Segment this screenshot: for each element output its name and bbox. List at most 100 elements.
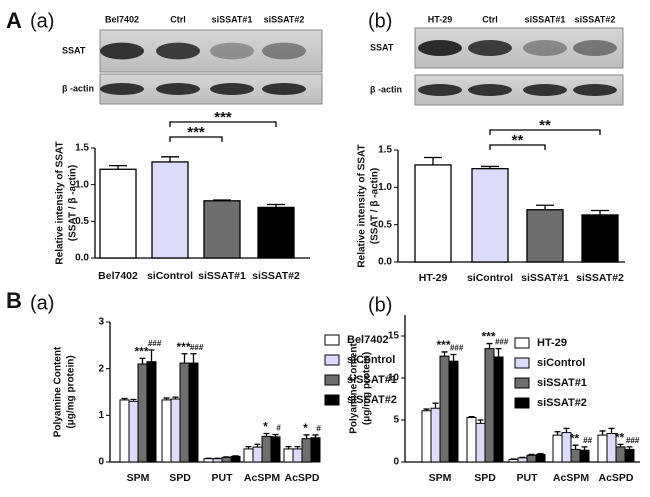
bar (508, 458, 519, 463)
blot-band (156, 83, 200, 95)
significance-label: *** (134, 345, 148, 359)
section-label: A (6, 8, 22, 33)
significance-label: ### (450, 344, 464, 353)
bar (128, 400, 139, 463)
bar (161, 399, 172, 463)
bar (493, 356, 504, 463)
error-bar (599, 430, 606, 436)
significance-label: ### (190, 343, 204, 352)
significance-label: *** (481, 330, 495, 344)
error-bar (468, 415, 475, 418)
legend-label: siSSAT#1 (537, 377, 587, 389)
bar (301, 438, 312, 463)
bar (99, 168, 137, 259)
y-axis-label: (SSAT / β -actin) (370, 168, 381, 244)
bar (439, 355, 450, 463)
bar (119, 399, 130, 463)
error-bar (486, 342, 493, 349)
significance-label: *** (214, 109, 232, 126)
y-axis-label: Polyamine Content (349, 343, 360, 434)
lane-label: siSSAT#1 (525, 14, 566, 24)
significance-label: ** (570, 431, 580, 445)
bar (535, 453, 546, 463)
legend-label: Bel7402 (347, 334, 389, 346)
error-bar (608, 427, 615, 434)
legend-swatch (324, 394, 340, 406)
blot-band (100, 83, 144, 95)
bar (230, 455, 241, 463)
bar (624, 448, 635, 463)
legend-swatch (324, 334, 340, 346)
bar (292, 448, 303, 463)
blot-band (156, 42, 200, 60)
x-tick-label: Bel7402 (98, 270, 138, 282)
bar (615, 446, 626, 463)
error-bar (130, 398, 137, 402)
y-axis-label: Relative intensity of SSAT (357, 144, 368, 267)
bar (137, 363, 148, 463)
legend-swatch (514, 357, 530, 369)
blot-band (262, 83, 306, 95)
error-bar (285, 445, 292, 449)
legend-label: siControl (347, 354, 395, 366)
y-tick-label: 10 (388, 373, 400, 384)
x-tick-label: siSSAT#2 (252, 270, 300, 282)
y-tick-label: 1 (98, 410, 104, 421)
error-bar (528, 453, 535, 456)
y-axis-label: Polyamine Content (53, 346, 64, 437)
error-bar (109, 164, 127, 170)
bar (221, 456, 232, 463)
legend-label: siSSAT#2 (347, 394, 397, 406)
x-tick-label: AcSPD (284, 472, 319, 484)
error-bar (536, 204, 554, 210)
section-label: B (6, 288, 22, 313)
error-bar (481, 165, 499, 169)
bar (597, 434, 608, 463)
row-label: SSAT (62, 45, 86, 55)
x-tick-label: AcSPM (244, 472, 280, 484)
y-axis-label: (SSAT / β -actin) (68, 165, 79, 241)
lane-label: Ctrl (482, 14, 498, 24)
panel-label: (b) (368, 10, 392, 32)
lane-label: Bel7402 (105, 14, 139, 24)
y-tick-label: 15 (388, 331, 400, 342)
bar (146, 361, 157, 463)
significance-label: *** (436, 338, 450, 352)
error-bar (495, 347, 502, 357)
lane-label: siSSAT#1 (212, 14, 253, 24)
blot-band (468, 84, 512, 96)
bar (243, 448, 254, 463)
legend-swatch (514, 337, 530, 349)
legend-label: siSSAT#2 (537, 397, 587, 409)
row-label: β -actin (370, 84, 402, 94)
bar (257, 206, 295, 259)
x-tick-label: SPD (169, 472, 191, 484)
y-axis-label: Relative intensity of SSAT (55, 141, 66, 264)
blot-band (468, 40, 512, 56)
bar (283, 448, 294, 463)
error-bar (161, 156, 179, 162)
error-bar (441, 351, 448, 357)
x-tick-label: HT-29 (419, 272, 448, 284)
error-bar (163, 397, 170, 400)
y-tick-label: 2 (98, 363, 104, 374)
error-bar (263, 432, 270, 437)
bar (270, 436, 281, 463)
error-bar (591, 209, 609, 215)
blot-band (573, 84, 617, 96)
error-bar (294, 445, 301, 449)
error-bar (554, 431, 561, 436)
error-bar (617, 443, 624, 447)
bar (448, 360, 459, 463)
x-tick-label: PUT (212, 472, 234, 484)
bar (310, 437, 321, 463)
y-tick-label: 1.5 (75, 143, 89, 154)
y-tick-label: 0.5 (75, 216, 89, 227)
y-axis-label: (μg/mg protein) (66, 355, 77, 428)
row-label: β -actin (62, 83, 94, 93)
blot-band (100, 42, 144, 60)
bar (581, 214, 619, 263)
blot-band (418, 84, 462, 96)
panel-label: (a) (30, 292, 54, 314)
blot-band (262, 42, 306, 60)
